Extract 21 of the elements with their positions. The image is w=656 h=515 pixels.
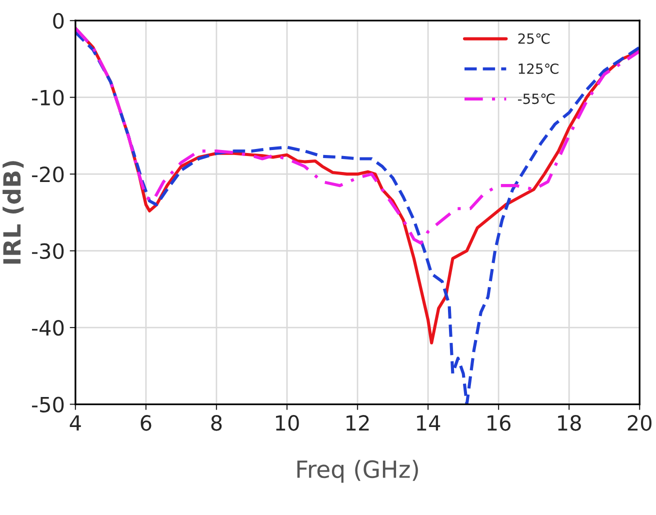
y-tick-label: -20 [32, 166, 64, 182]
x-tick-label: 4 [70, 415, 81, 431]
x-tick-label: 14 [417, 415, 440, 431]
x-tick-label: 8 [211, 415, 222, 431]
y-tick-label: 0 [53, 13, 64, 29]
legend-label: 25℃ [518, 33, 550, 44]
x-tick-label: 10 [276, 415, 299, 431]
y-tick-label: -30 [32, 243, 64, 260]
x-tick-label: 6 [140, 415, 152, 431]
x-tick-label: 16 [488, 415, 511, 431]
y-axis-title: IRL (dB) [2, 161, 24, 264]
legend-label: 125℃ [518, 63, 558, 74]
x-tick-label: 20 [628, 415, 652, 431]
x-tick-label: 12 [346, 415, 369, 431]
legend-label: -55℃ [518, 94, 555, 104]
y-tick-label: -10 [32, 90, 64, 106]
x-tick-label: 18 [558, 415, 581, 431]
y-tick-label: -50 [32, 396, 64, 412]
line-series [75, 26, 640, 245]
x-axis-title: Freq (GHz) [297, 460, 418, 483]
y-tick-label: -40 [32, 320, 64, 336]
